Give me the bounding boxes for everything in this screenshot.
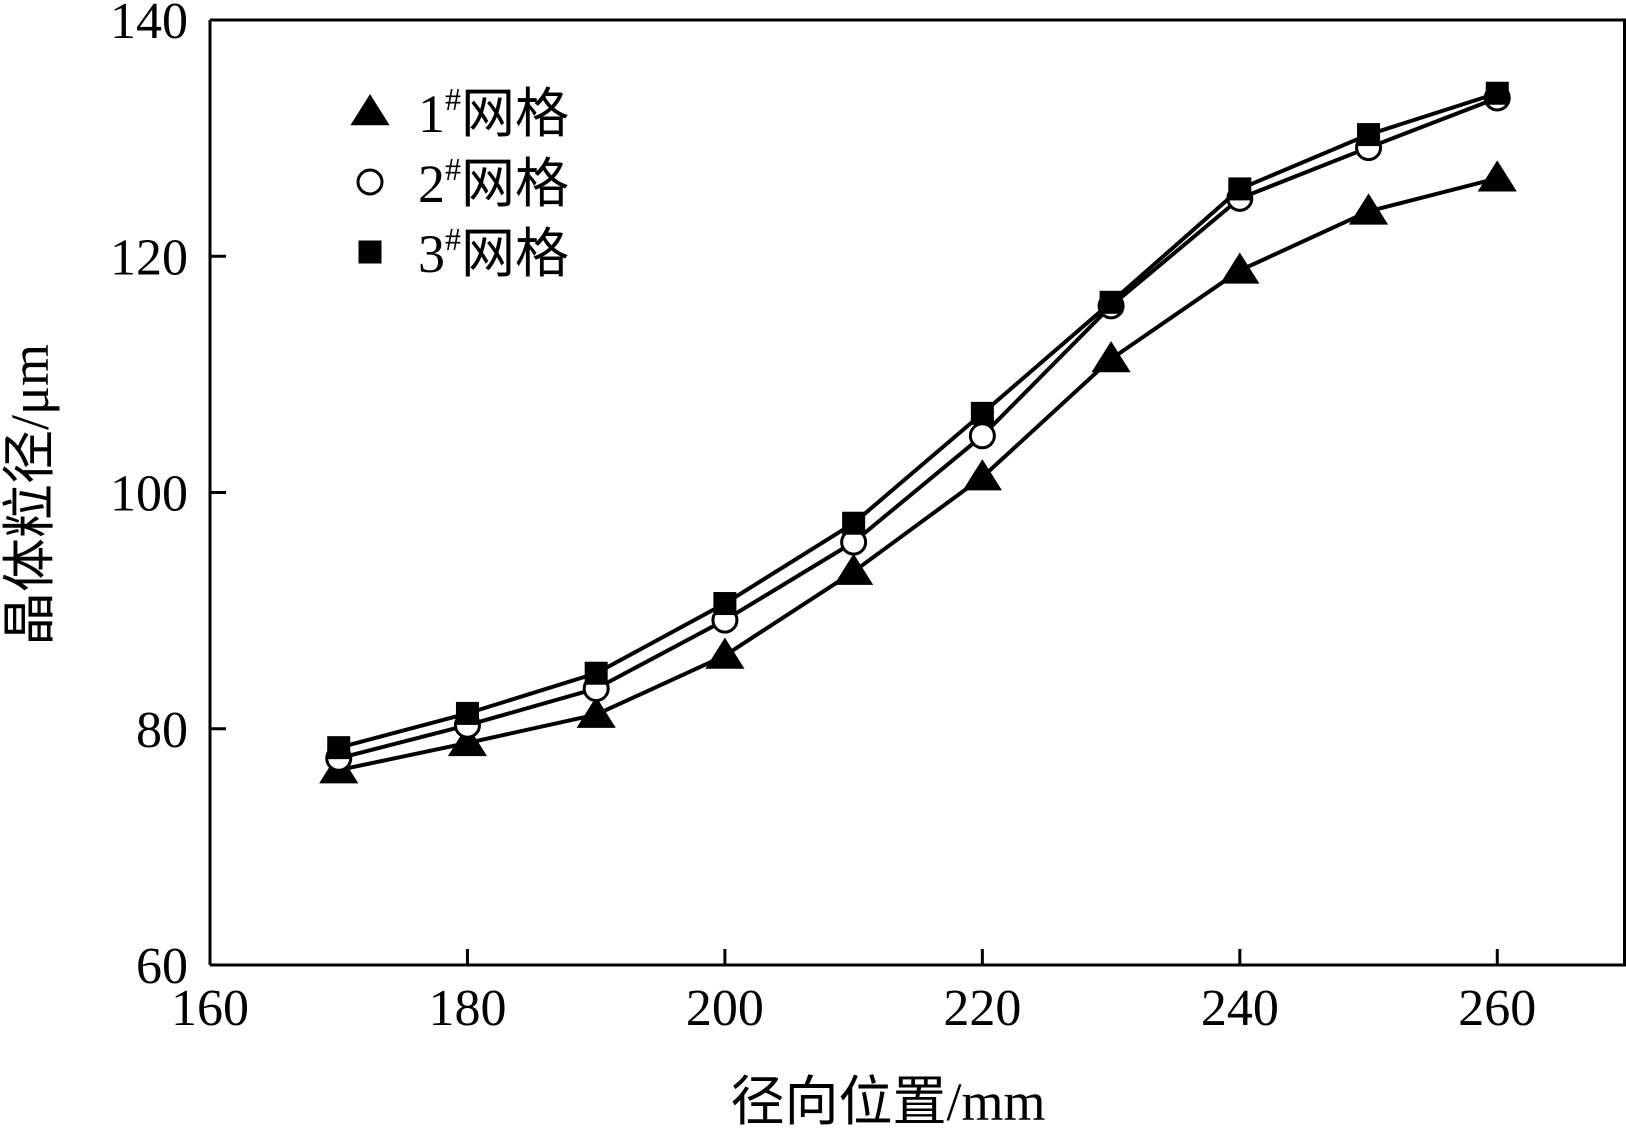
x-tick-label: 160 xyxy=(171,980,249,1037)
series-3-point xyxy=(1099,290,1123,314)
series-3-point xyxy=(455,701,479,725)
series-3-markers xyxy=(327,81,1509,760)
x-tick-label: 200 xyxy=(686,980,764,1037)
legend-label-3: 3#网格 xyxy=(418,221,569,284)
series-2-line xyxy=(338,96,1498,761)
series-1-point xyxy=(834,553,874,585)
series-lines xyxy=(338,91,1498,773)
series-1-point xyxy=(1220,252,1260,284)
series-3-point xyxy=(1228,177,1252,201)
legend-marker-2 xyxy=(356,168,384,196)
series-2-point xyxy=(968,422,996,450)
y-tick-label: 140 xyxy=(110,0,188,50)
legend-label-2: 2#网格 xyxy=(418,151,569,214)
legend-label-1: 1#网格 xyxy=(418,81,569,144)
series-3-point xyxy=(1485,81,1509,105)
series-3-point xyxy=(584,661,608,685)
legend-item-1: 1#网格 xyxy=(350,81,569,144)
x-tick-label: 180 xyxy=(428,980,506,1037)
x-tick-label: 240 xyxy=(1201,980,1279,1037)
series-1-point xyxy=(705,637,745,669)
x-axis-title: 径向位置/mm xyxy=(730,1072,1045,1132)
series-1-point xyxy=(447,724,488,757)
series-1-line xyxy=(338,176,1498,773)
series-1-point xyxy=(576,696,616,728)
legend-marker-1 xyxy=(350,94,390,126)
y-axis-title: 晶体粒径/μm xyxy=(0,344,60,646)
x-tick-label: 260 xyxy=(1458,980,1536,1037)
legend-marker-3 xyxy=(358,240,382,264)
x-tick-label: 220 xyxy=(943,980,1021,1037)
legend-item-2: 2#网格 xyxy=(356,151,569,214)
series-3-point xyxy=(713,592,737,616)
y-axis-ticks: 60 80 100 120 140 xyxy=(110,0,226,995)
x-axis-ticks: 160 180 200 220 240 260 xyxy=(171,949,1536,1037)
series-3-point xyxy=(970,401,994,425)
y-tick-label: 60 xyxy=(136,938,188,995)
y-tick-label: 120 xyxy=(110,229,188,286)
series-3-line xyxy=(338,91,1498,750)
y-tick-label: 80 xyxy=(136,702,188,759)
legend: 1#网格 2#网格 3#网格 xyxy=(350,81,569,284)
y-tick-label: 100 xyxy=(110,466,188,523)
series-3-point xyxy=(1357,123,1381,147)
series-1-point xyxy=(1348,193,1389,225)
series-3-point xyxy=(842,511,866,535)
series-1-point xyxy=(962,459,1002,491)
legend-item-3: 3#网格 xyxy=(358,221,569,284)
series-markers xyxy=(319,81,1517,784)
series-1-point xyxy=(1091,341,1131,373)
series-1-point xyxy=(1477,160,1517,192)
series-3-point xyxy=(327,736,351,760)
